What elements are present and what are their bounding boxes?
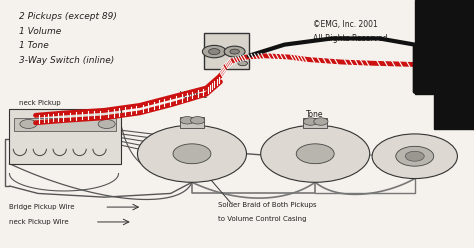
Circle shape (224, 46, 245, 57)
Circle shape (173, 144, 211, 164)
Circle shape (209, 49, 220, 55)
Bar (415, 0, 474, 94)
Text: 1 Tone: 1 Tone (19, 41, 49, 50)
Circle shape (372, 134, 457, 179)
Text: neck Pickup Wire: neck Pickup Wire (9, 219, 69, 225)
Bar (434, 89, 474, 129)
Text: All Rights Reserved: All Rights Reserved (313, 34, 387, 43)
Bar (180, 117, 204, 128)
Circle shape (405, 151, 424, 161)
Text: Tone: Tone (307, 110, 324, 119)
Bar (9, 109, 121, 164)
Bar (204, 33, 249, 69)
Circle shape (296, 144, 334, 164)
Text: 3-Way Switch (inline): 3-Way Switch (inline) (19, 56, 114, 65)
Text: neck Pickup: neck Pickup (19, 100, 61, 106)
Text: Volume: Volume (180, 91, 209, 100)
Text: ©EMG, Inc. 2001: ©EMG, Inc. 2001 (313, 20, 378, 29)
Text: 2 Pickups (except 89): 2 Pickups (except 89) (19, 12, 117, 21)
Text: to Volume Control Casing: to Volume Control Casing (218, 217, 307, 222)
Circle shape (396, 146, 434, 166)
Circle shape (230, 49, 239, 54)
Circle shape (180, 117, 194, 124)
Circle shape (303, 118, 318, 125)
Circle shape (191, 117, 205, 124)
Circle shape (314, 118, 328, 125)
Text: Bridge Pickup Wire: Bridge Pickup Wire (9, 204, 75, 210)
Text: 1 Volume: 1 Volume (19, 27, 61, 35)
Circle shape (238, 61, 247, 66)
Bar (14, 118, 116, 131)
Circle shape (20, 120, 37, 128)
Circle shape (98, 120, 115, 128)
Circle shape (202, 45, 226, 58)
Circle shape (261, 125, 370, 182)
Text: tel*: tel* (19, 110, 31, 116)
Text: Solder Braid of Both Pickups: Solder Braid of Both Pickups (218, 202, 317, 208)
Bar (303, 118, 327, 128)
Circle shape (137, 125, 246, 182)
